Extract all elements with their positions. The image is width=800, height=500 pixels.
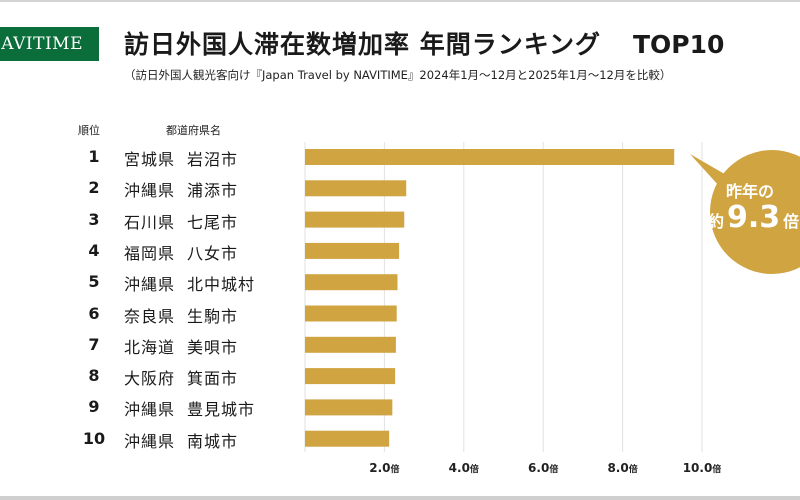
x-tick-label: 6.0倍: [528, 461, 558, 475]
rank-label: 8: [88, 366, 100, 386]
bar: [305, 430, 390, 447]
logo-text: NAVITIME: [0, 34, 83, 54]
category-label: 大阪府 箕面市: [124, 365, 238, 389]
bar: [305, 242, 400, 259]
x-tick-label: 10.0倍: [683, 461, 722, 475]
bar: [305, 180, 407, 197]
rank-label: 2: [88, 178, 100, 198]
x-tick-label: 8.0倍: [607, 461, 637, 475]
callout-value: 9.3: [727, 200, 781, 235]
top-divider: [0, 0, 800, 2]
callout-line1: 昨年の: [726, 182, 775, 201]
bottom-divider: [0, 496, 800, 500]
tick-unit: 倍: [470, 463, 479, 475]
prefecture-name: 奈良県: [124, 306, 176, 326]
name-column-header: 都道府県名: [166, 124, 221, 137]
tick-value: 10.0: [683, 461, 713, 475]
prefecture-name: 福岡県: [124, 243, 176, 263]
city-name: 北中城村: [187, 275, 256, 295]
tick-unit: 倍: [549, 463, 558, 475]
prefecture-name: 沖縄県: [124, 181, 176, 201]
title-top10: TOP10: [632, 30, 725, 59]
city-name: 八女市: [187, 243, 239, 263]
city-name: 浦添市: [187, 181, 239, 201]
prefecture-name: 宮城県: [124, 150, 176, 169]
category-label: 北海道 美唄市: [124, 334, 238, 358]
rank-column-header: 順位: [78, 124, 100, 137]
rank-label: 1: [88, 147, 100, 166]
callout-suffix: 倍: [783, 212, 800, 231]
bar: [305, 274, 398, 291]
callout-circle: [710, 150, 800, 274]
prefecture-name: 北海道: [124, 337, 176, 357]
title-main: 訪日外国人滞在数増加率 年間ランキング: [124, 30, 601, 59]
tick-value: 6.0: [528, 461, 549, 475]
category-label: 奈良県 生駒市: [124, 303, 238, 327]
city-name: 美唄市: [187, 337, 239, 357]
tick-unit: 倍: [391, 463, 400, 475]
chart-title: 訪日外国人滞在数増加率 年間ランキング TOP10: [124, 25, 724, 61]
prefecture-name: 大阪府: [124, 369, 176, 389]
tick-value: 8.0: [607, 461, 628, 475]
category-label: 沖縄県 豊見城市: [124, 396, 255, 420]
rank-label: 5: [88, 272, 100, 292]
bar: [305, 305, 397, 322]
tick-value: 2.0: [369, 461, 390, 475]
tick-unit: 倍: [629, 463, 638, 475]
category-label: 福岡県 八女市: [124, 240, 238, 264]
navitime-logo: NAVITIME: [0, 27, 99, 61]
prefecture-name: 石川県: [124, 212, 176, 232]
tick-value: 4.0: [449, 461, 470, 475]
city-name: 箕面市: [187, 369, 239, 389]
callout-line2: 約 9.3 倍: [708, 200, 799, 235]
tick-unit: 倍: [712, 463, 721, 475]
callout-prefix: 約: [708, 212, 725, 231]
x-tick-label: 4.0倍: [449, 461, 479, 475]
category-label: 沖縄県 浦添市: [124, 177, 238, 201]
prefecture-name: 沖縄県: [124, 275, 176, 295]
category-label: 石川県 七尾市: [124, 209, 238, 233]
city-name: 豊見城市: [187, 400, 256, 420]
category-label: 宮城県 岩沼市: [124, 146, 238, 170]
bar: [305, 368, 396, 385]
city-name: 岩沼市: [187, 150, 239, 169]
city-name: 生駒市: [187, 306, 239, 326]
bar: [305, 211, 405, 228]
bar: [305, 336, 396, 353]
bar: [305, 399, 393, 416]
city-name: 七尾市: [187, 212, 239, 232]
rank-label: 7: [88, 334, 100, 354]
city-name: 南城市: [187, 431, 239, 451]
rank-label: 9: [88, 397, 100, 417]
bar: [305, 149, 675, 165]
rank-label: 4: [88, 240, 100, 260]
prefecture-name: 沖縄県: [124, 431, 176, 451]
rank-label: 6: [88, 303, 100, 323]
prefecture-name: 沖縄県: [124, 400, 176, 420]
x-tick-label: 2.0倍: [369, 461, 399, 475]
rank-label: 10: [82, 428, 106, 448]
category-label: 沖縄県 南城市: [124, 428, 238, 452]
callout-bubble: [690, 150, 800, 274]
category-label: 沖縄県 北中城村: [124, 271, 255, 295]
rank-label: 3: [88, 209, 100, 229]
chart-subtitle: （訪日外国人観光客向け『Japan Travel by NAVITIME』202…: [124, 68, 672, 82]
